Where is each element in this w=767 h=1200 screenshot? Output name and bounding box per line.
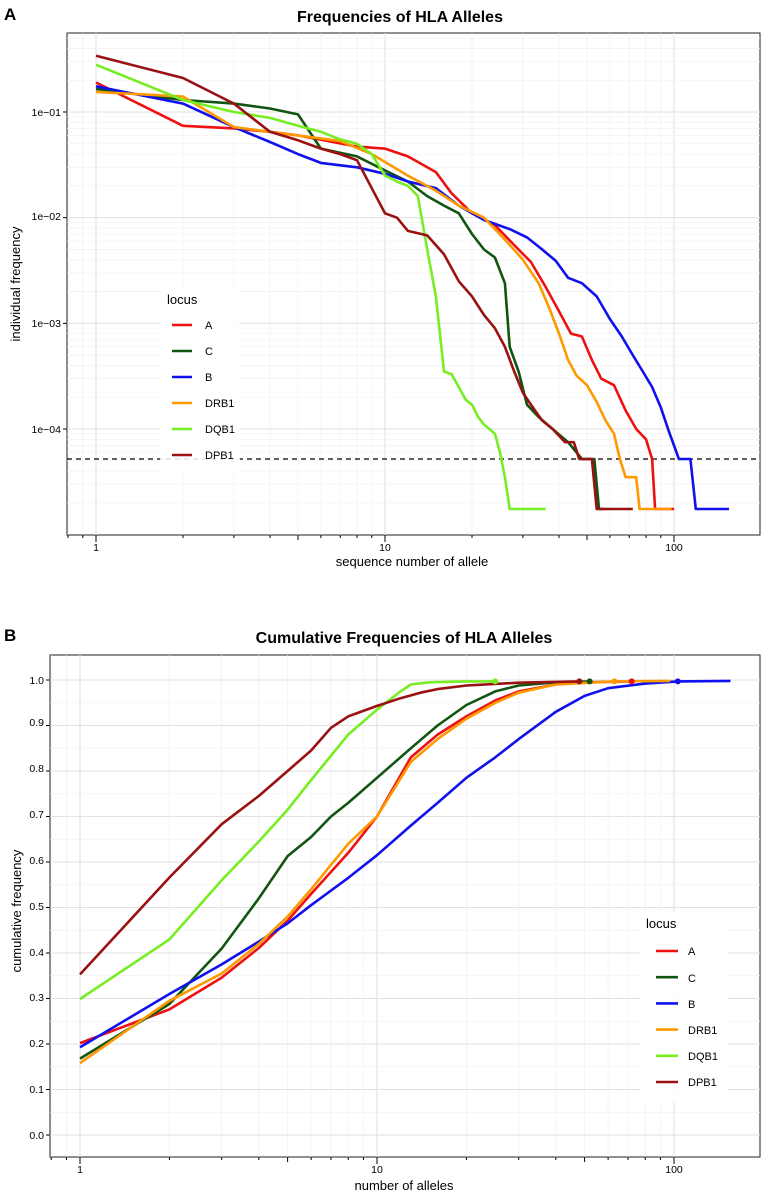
panel-b-y-tick-label: 0.3 (29, 992, 44, 1004)
panel-a-x-tick-label: 1 (93, 542, 99, 554)
panel-a-y-tick-label: 1e−04 (32, 424, 62, 436)
panel-b-legend: locus A C B DRB1 DQB1 DPB1 (640, 912, 728, 1102)
panel-b-series-line-dpb1 (79, 680, 580, 976)
panel-b-y-tick-label: 0.4 (29, 947, 44, 959)
panel-a-legend-title: locus (167, 292, 198, 307)
panel-a-x-tick-label: 10 (379, 542, 391, 554)
panel-b-title: Cumulative Frequencies of HLA Alleles (256, 630, 553, 647)
panel-a-legend: locus A C B DRB1 DQB1 DPB1 (160, 288, 240, 474)
panel-b-axis-ticks (46, 679, 675, 1164)
panel-b-x-tick-labels: 1 10 100 (77, 1164, 683, 1176)
panel-b-y-tick-label: 0.8 (29, 763, 44, 775)
panel-b-end-point-dpb1 (576, 678, 583, 685)
panel-b-x-tick-label: 1 (77, 1164, 83, 1176)
panel-b-x-axis-label: number of alleles (355, 1178, 454, 1193)
panel-b-series-line-c (79, 680, 590, 1060)
panel-a-x-tick-labels: 1 10 100 (93, 542, 683, 554)
panel-b-y-tick-label: 0.5 (29, 901, 44, 913)
panel-a-legend-background (160, 288, 240, 474)
panel-a-legend-label: B (205, 372, 212, 384)
panel-b-legend-label: C (688, 973, 696, 985)
panel-b-y-axis-label: cumulative frequency (9, 849, 24, 972)
panel-a-y-tick-labels: 1e−04 1e−03 1e−02 1e−01 (32, 107, 62, 436)
panel-b-grid (50, 655, 760, 1157)
panel-a-tag: A (4, 5, 16, 24)
panel-a-legend-label: C (205, 346, 213, 358)
panel-a-legend-keys (160, 288, 240, 474)
panel-b-legend-label: DRB1 (688, 1025, 717, 1037)
panel-b-y-tick-label: 0.2 (29, 1038, 44, 1050)
panel-b-y-tick-label: 0.6 (29, 855, 44, 867)
panel-b-series-line-drb1 (79, 679, 671, 1065)
panel-b-legend-title: locus (646, 916, 677, 931)
panel-a-y-tick-label: 1e−01 (32, 107, 62, 119)
panel-a-y-tick-label: 1e−03 (32, 318, 62, 330)
panel-a-series-line-b (95, 85, 729, 511)
panel-b-tag: B (4, 626, 16, 645)
panel-b-legend-label: DQB1 (688, 1051, 718, 1063)
panel-b-end-point-b (674, 678, 681, 685)
panel-a-series-line-drb1 (95, 90, 672, 511)
panel-b-series-line-dqb1 (79, 680, 496, 1001)
panel-b-y-tick-labels: 0.0 0.1 0.2 0.3 0.4 0.5 0.6 0.7 0.8 0.9 … (29, 675, 44, 1142)
panel-a-y-axis-label: individual frequency (8, 226, 23, 341)
panel-b-legend-label: DPB1 (688, 1077, 717, 1089)
panel-b-x-tick-label: 10 (371, 1164, 383, 1176)
panel-b-legend-label: B (688, 999, 695, 1011)
panel-a-axis-ticks (63, 111, 675, 542)
panel-b-legend-label: A (688, 946, 696, 958)
panel-a-series-line-dqb1 (95, 63, 546, 511)
panel-b-y-tick-label: 0.7 (29, 809, 44, 821)
panel-b-y-tick-label: 1.0 (29, 675, 44, 687)
panel-a-series-lines (95, 54, 729, 511)
panel-a-legend-label: A (205, 320, 213, 332)
panel-a-title: Frequencies of HLA Alleles (297, 9, 503, 26)
panel-b: B Cumulative Frequencies of HLA Alleles … (4, 626, 761, 1193)
panel-b-end-point-c (586, 678, 593, 685)
panel-b-legend-background (640, 912, 728, 1102)
panel-a: A Frequencies of HLA Alleles 1 10 100 1e… (4, 5, 761, 569)
panel-a-series-line-c (95, 87, 606, 511)
panel-b-y-tick-label: 0.0 (29, 1130, 44, 1142)
panel-b-y-tick-label: 0.1 (29, 1084, 44, 1096)
panel-a-legend-label: DRB1 (205, 398, 234, 410)
panel-a-x-axis-label: sequence number of allele (336, 554, 489, 569)
panel-a-legend-label: DPB1 (205, 450, 234, 462)
panel-a-x-tick-label: 100 (665, 542, 683, 554)
panel-a-legend-label: DQB1 (205, 424, 235, 436)
panel-b-end-point-drb1 (611, 678, 618, 685)
panel-b-x-tick-label: 100 (665, 1164, 683, 1176)
panel-a-series-line-dpb1 (95, 54, 633, 511)
panel-b-end-point-dqb1 (492, 678, 499, 685)
panel-b-legend-keys (640, 912, 728, 1102)
panel-a-grid (67, 33, 760, 535)
panel-b-series-line-b (79, 679, 731, 1049)
panel-a-y-tick-label: 1e−02 (32, 211, 62, 223)
panel-b-end-point-a (628, 678, 635, 685)
panel-b-series-lines (79, 678, 731, 1065)
panel-b-y-tick-label: 0.9 (29, 717, 44, 729)
